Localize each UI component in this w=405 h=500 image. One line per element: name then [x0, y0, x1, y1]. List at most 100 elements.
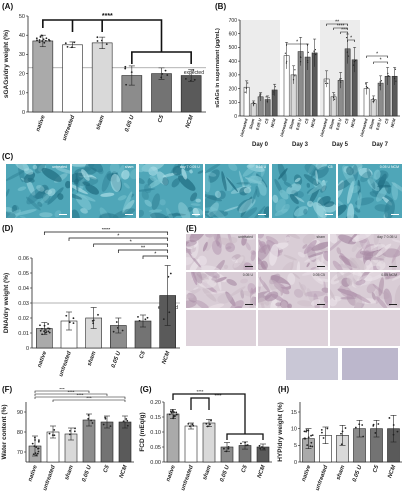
tissue-texture — [193, 287, 199, 291]
y-tick-label: 30 — [19, 52, 25, 58]
tissue-texture — [41, 167, 62, 182]
data-point — [258, 444, 261, 447]
data-point — [122, 420, 125, 423]
data-point — [379, 81, 381, 83]
data-point — [205, 422, 208, 425]
tissue-texture — [247, 175, 263, 184]
x-tick-label: NCM — [119, 464, 129, 479]
data-point — [307, 436, 310, 439]
micrograph-texture — [272, 164, 336, 218]
panel-e-micrographs: untreated sham day 7 0.05 U 0.05 U 0.05 C5 0.… — [186, 234, 404, 382]
y-tick-label: 0.05 — [150, 445, 161, 451]
tissue-texture — [296, 261, 301, 270]
micrograph-texture — [338, 164, 402, 218]
data-point — [65, 314, 68, 317]
micrograph-label: untreated — [52, 165, 67, 169]
panel-label-g: (G) — [140, 385, 152, 394]
tissue-texture — [336, 247, 342, 255]
tissue-texture — [237, 255, 246, 264]
data-point — [373, 100, 375, 102]
data-point — [292, 79, 295, 81]
data-point — [227, 446, 230, 448]
tissue-texture — [346, 293, 356, 306]
tissue-texture — [229, 300, 244, 308]
tissue-texture — [205, 234, 215, 252]
significance-bracket — [340, 31, 348, 34]
x-tick-label: 0.05 U — [375, 118, 383, 131]
tissue-texture — [243, 262, 253, 270]
tissue-texture — [19, 215, 26, 218]
chart-a-sgag-dry-weight: 0 10 20 30 40 50 sGAGs/dry weight (%) expected n… — [3, 13, 206, 142]
micrograph-label: day 7 0.05 U — [377, 235, 397, 239]
tissue-texture — [360, 171, 372, 183]
significance-label: * — [154, 252, 157, 258]
x-tick-label: Untreated — [239, 117, 249, 137]
data-point — [137, 315, 139, 318]
data-point — [48, 331, 51, 334]
tissue-texture — [143, 184, 152, 194]
micrograph — [330, 310, 400, 346]
bar — [91, 42, 113, 113]
tissue-texture — [144, 199, 152, 207]
data-point — [358, 423, 361, 426]
data-point — [333, 98, 336, 100]
tissue-texture — [80, 208, 89, 214]
tissue-texture — [338, 197, 345, 206]
scale-bar — [59, 214, 67, 215]
tissue-texture — [72, 209, 81, 218]
scale-bar — [245, 304, 253, 305]
panel-c-micrographs: untreated sham day 7 0.05 U 0.05 U C5 0.05 U … — [6, 164, 402, 218]
data-point — [313, 50, 315, 52]
significance-label: **** — [337, 24, 345, 30]
data-point — [261, 446, 263, 448]
group-label: Day 0 — [252, 142, 269, 148]
tissue-texture — [111, 173, 122, 192]
tissue-texture — [306, 262, 310, 268]
data-point — [321, 431, 323, 434]
micrograph-texture — [6, 164, 70, 218]
tissue-texture — [72, 164, 89, 167]
data-point — [116, 326, 119, 329]
data-point — [34, 452, 37, 455]
data-point — [303, 437, 306, 440]
tissue-texture — [183, 164, 192, 172]
tissue-texture — [47, 188, 56, 197]
data-point — [252, 101, 254, 104]
tissue-texture — [242, 235, 256, 240]
tissue-texture — [110, 164, 120, 174]
y-axis-label: HYP/dry weight (%) — [277, 402, 284, 462]
data-point — [105, 43, 108, 46]
significance-bracket — [68, 237, 169, 241]
data-point — [372, 424, 375, 427]
tissue-texture — [258, 297, 266, 306]
data-point — [272, 93, 274, 95]
x-tick-label: sham — [336, 465, 347, 481]
data-point — [125, 418, 128, 420]
data-point — [192, 424, 195, 427]
data-point — [53, 429, 56, 431]
tissue-texture — [359, 272, 371, 282]
tissue-texture — [226, 177, 239, 193]
tissue-texture — [349, 257, 362, 270]
tissue-texture — [210, 206, 227, 218]
data-point — [125, 83, 128, 86]
micrograph-label: C5 — [328, 165, 333, 169]
x-tick-label: native — [37, 350, 49, 369]
tissue-texture — [149, 212, 156, 218]
tissue-texture — [211, 234, 222, 248]
group-label: Day 3 — [292, 142, 309, 148]
tissue-texture — [148, 178, 163, 189]
tissue-texture — [391, 274, 400, 281]
tissue-texture — [248, 164, 255, 168]
data-point — [309, 445, 312, 448]
data-point — [69, 430, 71, 432]
bar — [32, 40, 54, 113]
tissue-texture — [355, 166, 363, 173]
tissue-texture — [275, 198, 286, 213]
tissue-texture — [298, 281, 307, 298]
data-point — [365, 83, 367, 85]
tissue-texture — [124, 182, 131, 189]
y-tick-label: 400 — [229, 59, 238, 65]
tissue-texture — [391, 254, 397, 270]
significance-label: **** — [67, 390, 74, 395]
